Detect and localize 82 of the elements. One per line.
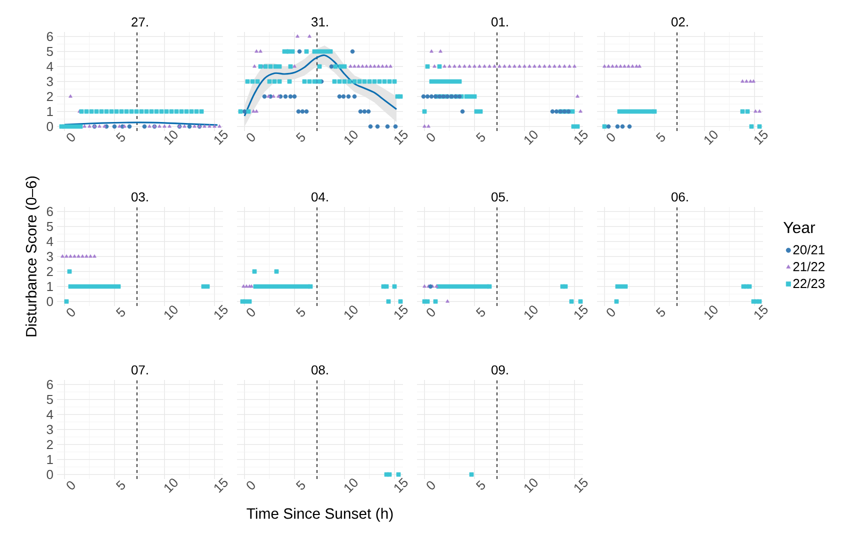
- x-tick-label: 10: [344, 306, 358, 320]
- x-tick-label: 0: [426, 481, 435, 490]
- x-tick-label: 0: [66, 133, 75, 142]
- legend-label: 22/23: [793, 278, 825, 288]
- chart-title: 06.: [672, 192, 688, 202]
- x-tick-label: 5: [476, 307, 486, 317]
- y-tick-label: 4: [46, 410, 54, 419]
- y-tick-label: 3: [46, 252, 53, 262]
- chart-title: 02.: [672, 17, 688, 26]
- y-tick-label: 3: [46, 76, 53, 86]
- y-tick-label: 3: [46, 424, 53, 434]
- x-tick-label: 5: [116, 132, 126, 142]
- y-tick-label: 6: [46, 32, 53, 42]
- x-tick-label: 5: [656, 307, 666, 317]
- x-tick-label: 10: [344, 478, 358, 493]
- y-tick-label: 0: [46, 122, 53, 132]
- x-tick-label: 10: [164, 130, 178, 145]
- x-tick-label: 0: [66, 308, 75, 316]
- x-tick-label: 5: [296, 132, 306, 142]
- chart-title: 01.: [492, 17, 508, 26]
- y-tick-label: 5: [46, 46, 53, 56]
- x-tick-label: 0: [426, 133, 435, 142]
- y-tick-label: 2: [46, 92, 53, 102]
- x-tick-label: 10: [704, 130, 718, 145]
- x-tick-label: 10: [164, 306, 178, 320]
- chart-title: 09.: [492, 365, 508, 374]
- x-tick-label: 0: [246, 481, 255, 490]
- x-tick-label: 10: [164, 478, 178, 493]
- x-tick-label: 5: [476, 132, 486, 142]
- x-tick-label: 10: [344, 130, 358, 145]
- x-tick-label: 15: [754, 304, 768, 320]
- x-tick-label: 5: [656, 132, 666, 142]
- chart-title: 07.: [132, 365, 148, 374]
- x-tick-label: 5: [296, 307, 306, 317]
- legend-label: 20/21: [793, 244, 824, 254]
- y-tick-label: 5: [46, 394, 53, 404]
- y-tick-label: 2: [46, 440, 53, 450]
- x-tick-label: 0: [606, 308, 615, 316]
- x-tick-label: 0: [606, 133, 615, 142]
- x-tick-label: 15: [574, 304, 588, 320]
- y-tick-label: 1: [47, 282, 53, 291]
- y-tick-label: 1: [47, 107, 53, 116]
- y-tick-label: 6: [46, 206, 53, 216]
- x-tick-label: 0: [246, 308, 255, 316]
- x-tick-label: 15: [214, 478, 228, 493]
- x-tick-label: 15: [214, 130, 228, 145]
- x-tick-label: 15: [214, 304, 228, 320]
- x-tick-label: 5: [296, 480, 306, 490]
- chart-title: 04.: [312, 192, 328, 202]
- chart-title: 31.: [312, 17, 328, 26]
- x-tick-label: 5: [116, 480, 126, 490]
- legend-label: 21/22: [793, 262, 824, 272]
- y-tick-label: 2: [46, 266, 53, 276]
- y-tick-label: 6: [46, 380, 53, 390]
- x-tick-label: 10: [524, 478, 538, 493]
- y-tick-label: 4: [46, 62, 54, 71]
- legend-title: Year: [783, 222, 816, 234]
- chart-title: 03.: [132, 192, 148, 202]
- y-tick-label: 5: [46, 222, 53, 232]
- x-tick-label: 10: [524, 306, 538, 320]
- y-axis-title: Disturbance Score (0–6): [26, 176, 40, 336]
- y-tick-label: 1: [47, 455, 53, 464]
- x-tick-label: 15: [394, 304, 408, 320]
- y-tick-label: 4: [46, 237, 54, 246]
- x-axis-title: Time Since Sunset (h): [246, 508, 393, 522]
- x-tick-label: 5: [116, 307, 126, 317]
- chart-title: 27.: [132, 17, 148, 26]
- x-tick-label: 15: [754, 130, 768, 145]
- x-tick-label: 15: [394, 130, 408, 145]
- x-tick-label: 0: [66, 481, 75, 490]
- y-tick-label: 0: [46, 296, 53, 306]
- x-tick-label: 0: [246, 133, 255, 142]
- x-tick-label: 10: [524, 130, 538, 145]
- x-tick-label: 15: [574, 130, 588, 145]
- chart-title: 08.: [312, 365, 328, 374]
- chart-title: 05.: [492, 192, 508, 202]
- x-tick-label: 0: [426, 308, 435, 316]
- x-tick-label: 5: [476, 480, 486, 490]
- x-tick-label: 15: [574, 478, 588, 493]
- x-tick-label: 10: [704, 306, 718, 320]
- x-tick-label: 15: [394, 478, 408, 493]
- y-tick-label: 0: [46, 470, 53, 480]
